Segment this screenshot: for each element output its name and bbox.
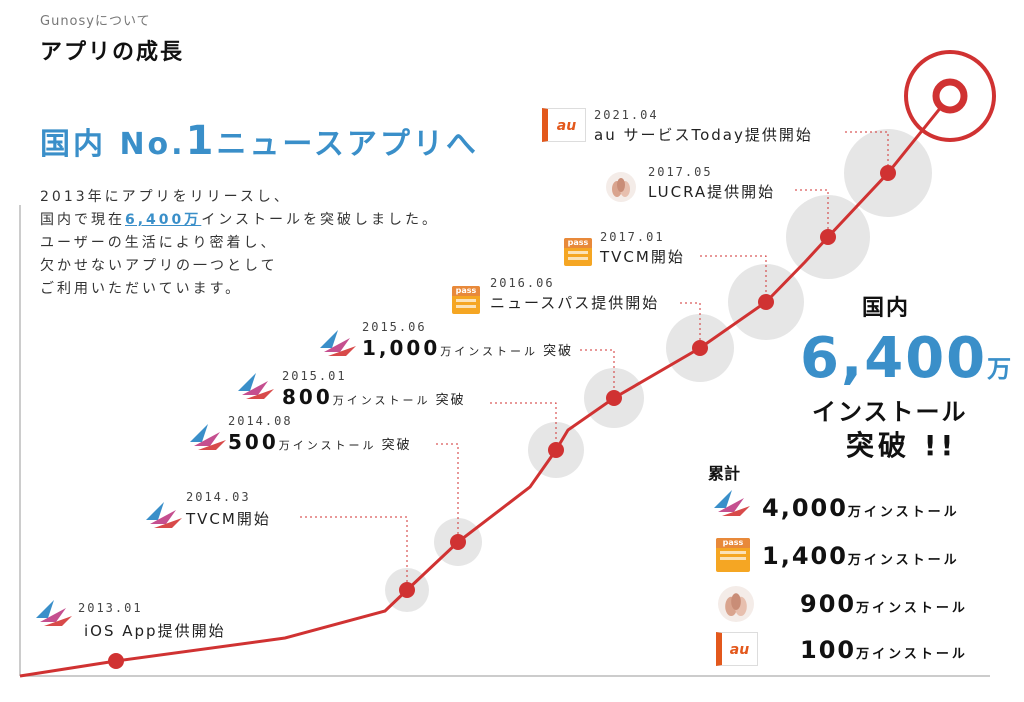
milestone-point <box>399 582 415 598</box>
au-logo-icon: au <box>542 108 586 142</box>
page-title: アプリの成長 <box>40 40 185 65</box>
cumulative-label: 累計 <box>708 464 741 483</box>
milestone-label: ニュースパス提供開始 <box>490 294 660 312</box>
section-eyebrow: Gunosyについて <box>40 14 151 29</box>
intro-line: 2013年にアプリをリリースし、 <box>40 189 291 205</box>
milestone-date: 2017.01 <box>600 230 665 244</box>
milestone-date: 2013.01 <box>78 601 143 615</box>
milestone-date: 2015.01 <box>282 369 347 383</box>
milestone-label: TVCM開始 <box>600 248 685 266</box>
headline-part1: 国内 No. <box>40 127 186 162</box>
headline-part2: ニュースアプリへ <box>216 127 479 162</box>
milestone-install: 1,000万インストール 突破 <box>362 336 574 360</box>
milestone-point <box>606 390 622 406</box>
summary-line2: インストール <box>812 398 968 426</box>
milestone-date: 2014.08 <box>228 414 293 428</box>
leader-line <box>680 302 701 348</box>
summary-number: 6,400万 <box>800 326 1014 391</box>
headline-number: 1 <box>185 118 217 164</box>
summary-line3: 突破 !! <box>846 429 958 462</box>
gunosy-logo-icon <box>36 600 72 626</box>
target-ring-outer <box>904 50 996 142</box>
milestone-install: 800万インストール 突破 <box>282 385 466 409</box>
newspass-logo-icon: pass <box>716 538 750 572</box>
milestone-points <box>108 165 896 669</box>
milestone-point <box>880 165 896 181</box>
leader-line <box>490 402 557 450</box>
newspass-logo-icon: pass <box>452 286 480 314</box>
cumulative-item: 900万インストール <box>800 590 968 618</box>
cumulative-item: 4,000万インストール <box>762 494 960 522</box>
leader-line <box>580 349 615 398</box>
leader-line <box>795 189 829 237</box>
install-count-highlight: 6,400万 <box>125 212 202 228</box>
milestone-point <box>108 653 124 669</box>
milestone-label: au サービスToday提供開始 <box>594 126 813 144</box>
leader-line <box>300 516 408 590</box>
milestone-label: LUCRA提供開始 <box>648 183 776 201</box>
intro-line: ユーザーの生活により密着し、 <box>40 235 278 251</box>
milestone-date: 2016.06 <box>490 276 555 290</box>
gunosy-logo-icon <box>146 502 182 528</box>
milestone-date: 2021.04 <box>594 108 659 122</box>
milestone-label: TVCM開始 <box>186 510 271 528</box>
milestone-date: 2014.03 <box>186 490 251 504</box>
milestone-point <box>548 442 564 458</box>
lucra-logo-icon <box>606 172 636 202</box>
milestone-point <box>450 534 466 550</box>
milestone-label: iOS App提供開始 <box>84 622 226 640</box>
cumulative-item: 100万インストール <box>800 636 968 664</box>
gunosy-logo-icon <box>238 373 274 399</box>
cumulative-item: 1,400万インストール <box>762 542 960 570</box>
lucra-logo-icon <box>718 586 754 622</box>
summary-label: 国内 <box>862 296 911 321</box>
milestone-point <box>758 294 774 310</box>
intro-line: 国内で現在6,400万インストールを突破しました。 <box>40 212 440 228</box>
milestone-date: 2017.05 <box>648 165 713 179</box>
headline: 国内 No.1ニュースアプリへ <box>40 118 479 164</box>
intro-line: ご利用いただいています。 <box>40 281 243 297</box>
gunosy-logo-icon <box>714 490 750 516</box>
leader-line <box>700 255 767 302</box>
gunosy-logo-icon <box>190 424 226 450</box>
intro-text: 2013年にアプリをリリースし、 国内で現在6,400万インストールを突破しまし… <box>40 186 439 301</box>
milestone-date: 2015.06 <box>362 320 427 334</box>
growth-line <box>19 95 952 678</box>
milestone-point <box>820 229 836 245</box>
leader-line <box>436 443 459 542</box>
intro-line: 欠かせないアプリの一つとして <box>40 258 278 274</box>
leader-lines <box>300 131 889 590</box>
leader-line <box>845 131 889 173</box>
gunosy-logo-icon <box>320 330 356 356</box>
au-logo-icon: au <box>716 632 758 666</box>
target-ring-inner <box>932 78 968 114</box>
newspass-logo-icon: pass <box>564 238 592 266</box>
milestone-install: 500万インストール 突破 <box>228 430 412 454</box>
milestone-point <box>692 340 708 356</box>
